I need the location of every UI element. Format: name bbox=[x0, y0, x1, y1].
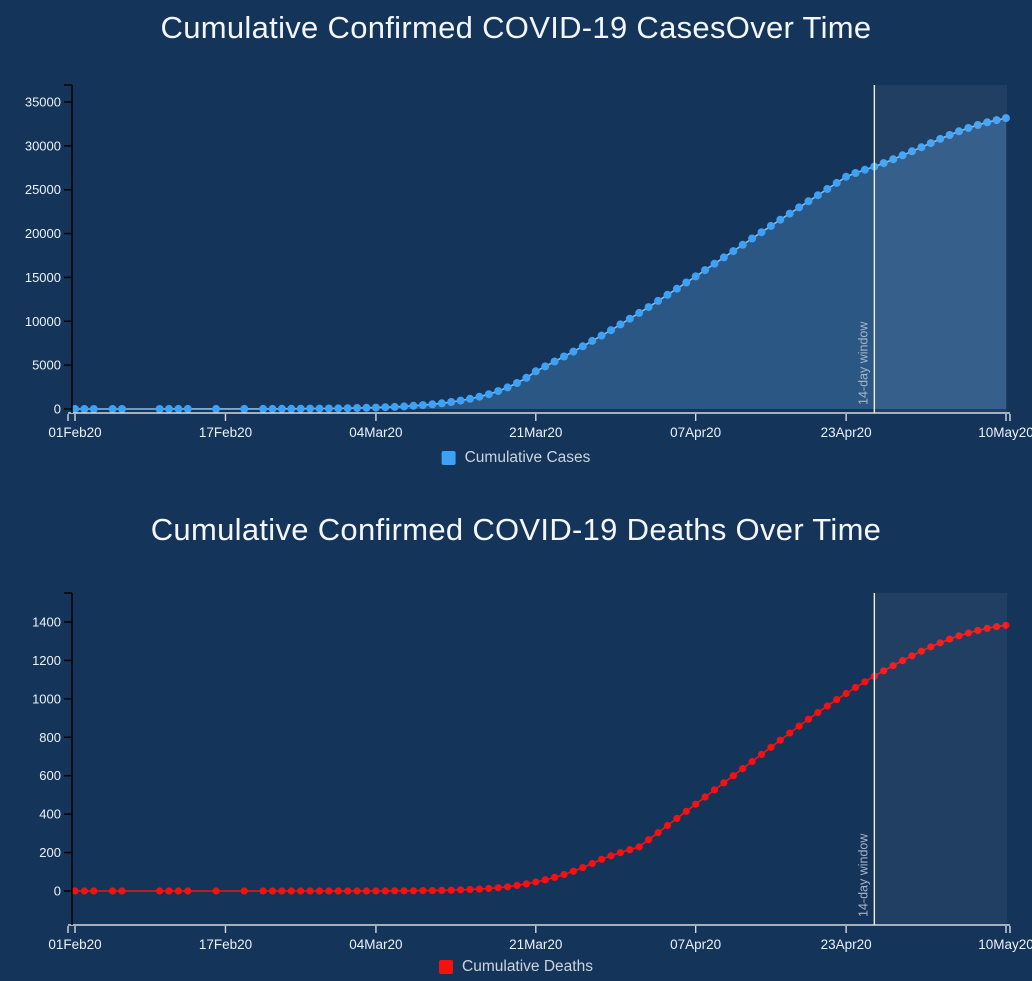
svg-text:20000: 20000 bbox=[25, 226, 61, 241]
svg-text:23Apr20: 23Apr20 bbox=[821, 425, 872, 440]
svg-text:10May20: 10May20 bbox=[978, 425, 1032, 440]
cases-markers bbox=[71, 114, 1010, 413]
svg-text:01Feb20: 01Feb20 bbox=[48, 425, 101, 440]
14-day-window-annotation: 14-day window bbox=[856, 833, 870, 917]
svg-text:10May20: 10May20 bbox=[978, 937, 1032, 952]
deaths-markers bbox=[71, 621, 1010, 895]
svg-text:200: 200 bbox=[39, 845, 61, 860]
cases-area-fill bbox=[75, 118, 1006, 409]
14-day-window-band bbox=[874, 593, 1007, 925]
svg-text:35000: 35000 bbox=[25, 95, 61, 110]
deaths-chart-plot: 14-day window 01Feb20 17Feb20 04Mar20 21Mar2… bbox=[32, 592, 1032, 952]
svg-text:1400: 1400 bbox=[32, 615, 61, 630]
svg-text:30000: 30000 bbox=[25, 138, 61, 153]
svg-text:15000: 15000 bbox=[25, 270, 61, 285]
svg-text:07Apr20: 07Apr20 bbox=[670, 937, 721, 952]
svg-text:17Feb20: 17Feb20 bbox=[199, 425, 252, 440]
svg-text:800: 800 bbox=[39, 730, 61, 745]
deaths-legend-swatch-icon bbox=[439, 960, 454, 974]
cases-chart-title: Cumulative Confirmed COVID-19 CasesOver … bbox=[160, 10, 872, 45]
cases-legend-label: Cumulative Cases bbox=[464, 449, 591, 466]
cases-chart-plot: 14-day window 01Feb20 17Feb20 04Mar20 21Mar2… bbox=[25, 84, 1032, 440]
svg-text:21Mar20: 21Mar20 bbox=[509, 937, 562, 952]
svg-text:5000: 5000 bbox=[32, 358, 61, 373]
svg-text:0: 0 bbox=[54, 402, 61, 417]
deaths-x-axis: 01Feb20 17Feb20 04Mar20 21Mar20 07Apr20 23Apr… bbox=[48, 924, 1032, 952]
svg-text:25000: 25000 bbox=[25, 182, 61, 197]
svg-text:04Mar20: 04Mar20 bbox=[349, 937, 402, 952]
svg-text:01Feb20: 01Feb20 bbox=[48, 937, 101, 952]
14-day-window-annotation: 14-day window bbox=[856, 321, 870, 405]
14-day-window-band bbox=[874, 85, 1007, 413]
deaths-legend-item[interactable]: Cumulative Deaths bbox=[439, 958, 593, 976]
deaths-legend-label: Cumulative Deaths bbox=[462, 958, 593, 975]
cases-legend-swatch-icon bbox=[441, 451, 456, 465]
deaths-chart-title: Cumulative Confirmed COVID-19 Deaths Ove… bbox=[150, 512, 882, 547]
svg-text:21Mar20: 21Mar20 bbox=[509, 425, 562, 440]
cases-x-axis: 01Feb20 17Feb20 04Mar20 21Mar20 07Apr20 23Apr… bbox=[48, 412, 1032, 440]
cases-legend-item[interactable]: Cumulative Cases bbox=[441, 449, 591, 467]
svg-text:400: 400 bbox=[39, 807, 61, 822]
svg-text:600: 600 bbox=[39, 768, 61, 783]
svg-text:17Feb20: 17Feb20 bbox=[199, 937, 252, 952]
svg-text:1200: 1200 bbox=[32, 653, 61, 668]
svg-text:23Apr20: 23Apr20 bbox=[821, 937, 872, 952]
svg-text:10000: 10000 bbox=[25, 314, 61, 329]
deaths-y-axis: 0 200 400 600 800 1000 1200 1400 bbox=[32, 592, 73, 925]
svg-text:0: 0 bbox=[54, 884, 61, 899]
svg-text:1000: 1000 bbox=[32, 691, 61, 706]
cases-y-axis: 0 5000 10000 15000 20000 25000 30000 35000 bbox=[25, 84, 73, 417]
svg-text:07Apr20: 07Apr20 bbox=[670, 425, 721, 440]
svg-text:04Mar20: 04Mar20 bbox=[349, 425, 402, 440]
